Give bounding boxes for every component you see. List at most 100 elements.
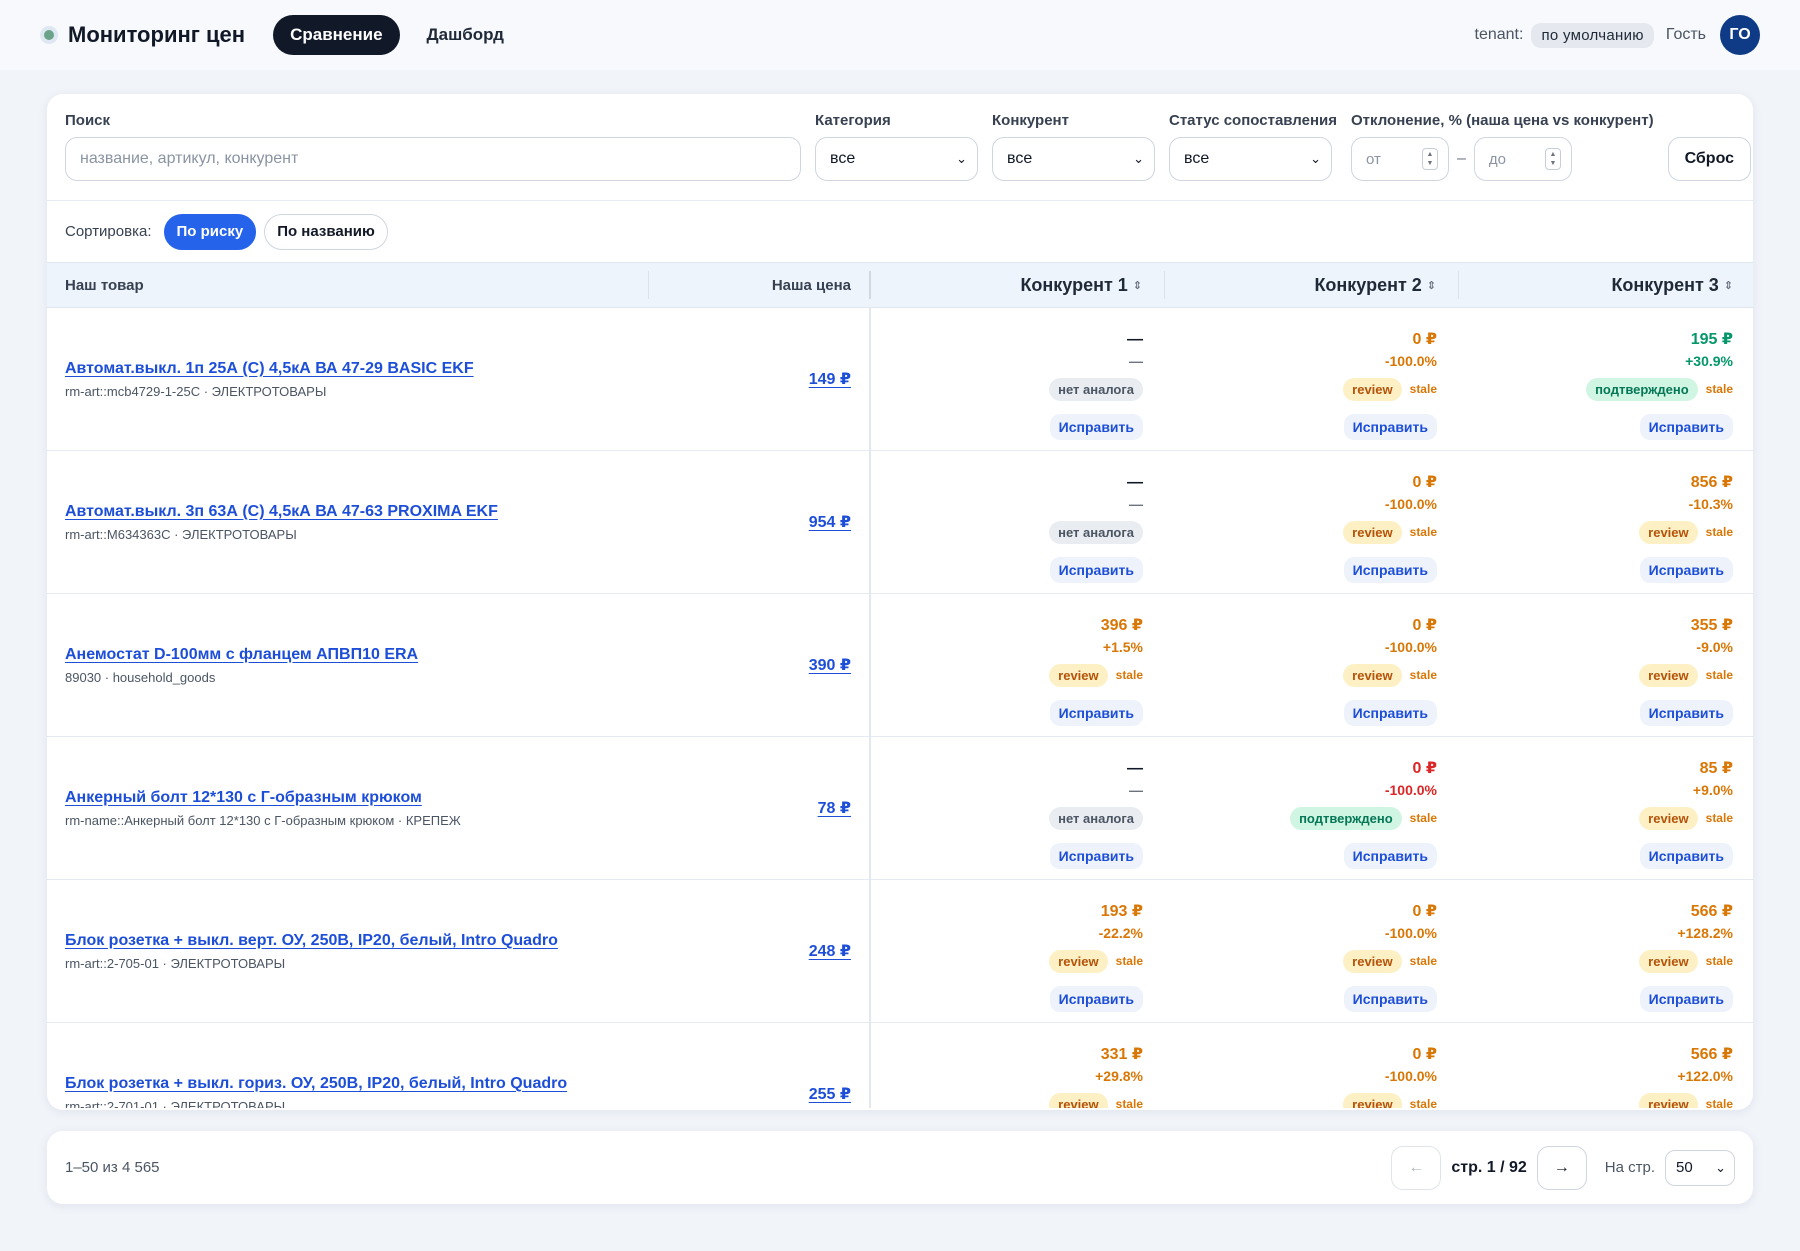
tab-comparison[interactable]: Сравнение xyxy=(273,15,400,55)
spinner-icon[interactable]: ▲ ▼ xyxy=(1422,148,1439,170)
competitor-cell: 856 ₽ -10.3% review stale Исправить xyxy=(1459,451,1753,593)
tab-dashboard[interactable]: Дашборд xyxy=(410,15,521,55)
match-badges: нет аналога xyxy=(1049,376,1143,402)
product-meta: rm-art::mcb4729-1-25C · ЭЛЕКТРОТОВАРЫ xyxy=(65,383,327,399)
match-status-badge: review xyxy=(1639,663,1698,687)
sort-by-risk-button[interactable]: По риску xyxy=(163,213,257,250)
next-page-button[interactable]: → xyxy=(1536,1145,1587,1190)
header-competitor-3[interactable]: Конкурент 3 ⇕ xyxy=(1459,271,1753,299)
our-price-link[interactable]: 954 ₽ xyxy=(808,514,851,531)
our-price-link[interactable]: 149 ₽ xyxy=(808,371,851,388)
reset-button[interactable]: Сброс xyxy=(1667,137,1752,181)
competitor-price: — xyxy=(1127,331,1143,348)
competitor-cell: 0 ₽ -100.0% подтверждено stale Исправить xyxy=(1165,737,1459,879)
stale-badge: stale xyxy=(1409,811,1437,825)
price-deviation: +9.0% xyxy=(1692,782,1733,798)
fix-match-button[interactable]: Исправить xyxy=(1639,986,1733,1012)
product-name-link[interactable]: Блок розетка + выкл. верт. ОУ, 250В, IP2… xyxy=(65,931,558,949)
product-cell: Автомат.выкл. 3п 63А (С) 4,5кА ВА 47-63 … xyxy=(47,451,649,593)
product-meta: rm-art::2-705-01 · ЭЛЕКТРОТОВАРЫ xyxy=(65,955,286,971)
result-count: 1–50 из 4 565 xyxy=(65,1159,160,1176)
our-price-link[interactable]: 248 ₽ xyxy=(808,943,851,960)
tenant-badge[interactable]: по умолчанию xyxy=(1531,22,1654,48)
sort-by-name-button[interactable]: По названию xyxy=(264,213,388,250)
product-name-link[interactable]: Автомат.выкл. 3п 63А (С) 4,5кА ВА 47-63 … xyxy=(65,502,498,520)
per-page-label: На стр. xyxy=(1604,1159,1655,1176)
table-row: Автомат.выкл. 3п 63А (С) 4,5кА ВА 47-63 … xyxy=(47,451,1753,594)
status-group: Статус сопоставления все ⌄ xyxy=(1169,112,1337,181)
product-name-link[interactable]: Автомат.выкл. 1п 25А (С) 4,5кА ВА 47-29 … xyxy=(65,359,474,377)
match-status-badge: review xyxy=(1639,520,1698,544)
category-select[interactable]: все ⌄ xyxy=(815,137,978,181)
user-area: tenant: по умолчанию Гость ГО xyxy=(1475,15,1760,55)
price-deviation: — xyxy=(1129,782,1143,798)
competitor-label: Конкурент xyxy=(992,112,1069,129)
match-badges: review stale xyxy=(1049,1091,1143,1108)
competitor-price: 566 ₽ xyxy=(1690,903,1733,920)
fix-match-button[interactable]: Исправить xyxy=(1049,986,1143,1012)
competitor-select[interactable]: все ⌄ xyxy=(992,137,1155,181)
match-badges: нет аналога xyxy=(1049,519,1143,545)
fix-match-button[interactable]: Исправить xyxy=(1049,414,1143,440)
stale-badge: stale xyxy=(1705,954,1733,968)
status-select[interactable]: все ⌄ xyxy=(1169,137,1332,181)
deviation-to-input[interactable]: до ▲ ▼ xyxy=(1473,137,1572,181)
fix-match-button[interactable]: Исправить xyxy=(1343,557,1437,583)
product-name-link[interactable]: Анемостат D-100мм с фланцем АПВП10 ERA xyxy=(65,645,419,663)
sort-bar: Сортировка: По риску По названию xyxy=(47,201,1753,262)
competitor-price: 195 ₽ xyxy=(1690,331,1733,348)
competitor-cell: 566 ₽ +128.2% review stale Исправить xyxy=(1459,880,1753,1022)
our-price-cell: 390 ₽ xyxy=(649,594,871,736)
product-cell: Блок розетка + выкл. верт. ОУ, 250В, IP2… xyxy=(47,880,649,1022)
category-label: Категория xyxy=(815,112,891,129)
chevron-down-icon: ⌄ xyxy=(1133,151,1144,166)
deviation-to-placeholder: до xyxy=(1488,150,1507,168)
status-label: Статус сопоставления xyxy=(1169,112,1338,129)
fix-match-button[interactable]: Исправить xyxy=(1343,414,1437,440)
fix-match-button[interactable]: Исправить xyxy=(1343,700,1437,726)
match-status-badge: review xyxy=(1639,949,1698,973)
fix-match-button[interactable]: Исправить xyxy=(1049,700,1143,726)
product-cell: Анкерный болт 12*130 с Г-образным крюком… xyxy=(47,737,649,879)
spinner-icon[interactable]: ▲ ▼ xyxy=(1544,148,1561,170)
match-badges: review stale xyxy=(1049,948,1143,974)
fix-match-button[interactable]: Исправить xyxy=(1639,700,1733,726)
competitor-cell: — — нет аналога Исправить xyxy=(871,737,1165,879)
deviation-from-input[interactable]: от ▲ ▼ xyxy=(1351,137,1450,181)
page-indicator: стр. 1 / 92 xyxy=(1451,1158,1527,1176)
fix-match-button[interactable]: Исправить xyxy=(1343,986,1437,1012)
fix-match-button[interactable]: Исправить xyxy=(1639,414,1733,440)
price-deviation: -100.0% xyxy=(1384,496,1437,512)
product-name-link[interactable]: Анкерный болт 12*130 с Г-образным крюком xyxy=(65,788,422,806)
our-price-link[interactable]: 78 ₽ xyxy=(817,800,851,817)
our-price-cell: 954 ₽ xyxy=(649,451,871,593)
chevron-down-icon: ⌄ xyxy=(956,151,967,166)
fix-match-button[interactable]: Исправить xyxy=(1049,843,1143,869)
prev-page-button[interactable]: ← xyxy=(1391,1145,1442,1190)
table-header: Наш товар Наша цена Конкурент 1 ⇕ Конкуре… xyxy=(47,262,1753,308)
our-price-link[interactable]: 255 ₽ xyxy=(808,1086,851,1103)
header-competitor-1[interactable]: Конкурент 1 ⇕ xyxy=(871,271,1165,299)
match-badges: review stale xyxy=(1639,519,1733,545)
fix-match-button[interactable]: Исправить xyxy=(1049,557,1143,583)
competitor-price: 0 ₽ xyxy=(1412,1046,1437,1063)
fix-match-button[interactable]: Исправить xyxy=(1639,843,1733,869)
product-name-link[interactable]: Блок розетка + выкл. гориз. ОУ, 250В, IP… xyxy=(65,1074,568,1092)
avatar[interactable]: ГО xyxy=(1720,15,1760,55)
fix-match-button[interactable]: Исправить xyxy=(1639,557,1733,583)
header-competitor-1-label: Конкурент 1 xyxy=(1020,274,1128,295)
competitor-price: — xyxy=(1127,474,1143,491)
match-status-badge: review xyxy=(1639,806,1698,830)
competitor-cell: — — нет аналога Исправить xyxy=(871,308,1165,450)
search-input[interactable] xyxy=(65,137,801,181)
header-competitor-2[interactable]: Конкурент 2 ⇕ xyxy=(1165,271,1459,299)
match-badges: review stale xyxy=(1639,662,1733,688)
our-price-link[interactable]: 390 ₽ xyxy=(808,657,851,674)
match-status-badge: review xyxy=(1343,663,1402,687)
per-page-select[interactable]: 50 ⌄ xyxy=(1665,1149,1735,1186)
competitor-price: 193 ₽ xyxy=(1100,903,1143,920)
brand: Мониторинг цен xyxy=(40,22,245,48)
fix-match-button[interactable]: Исправить xyxy=(1343,843,1437,869)
